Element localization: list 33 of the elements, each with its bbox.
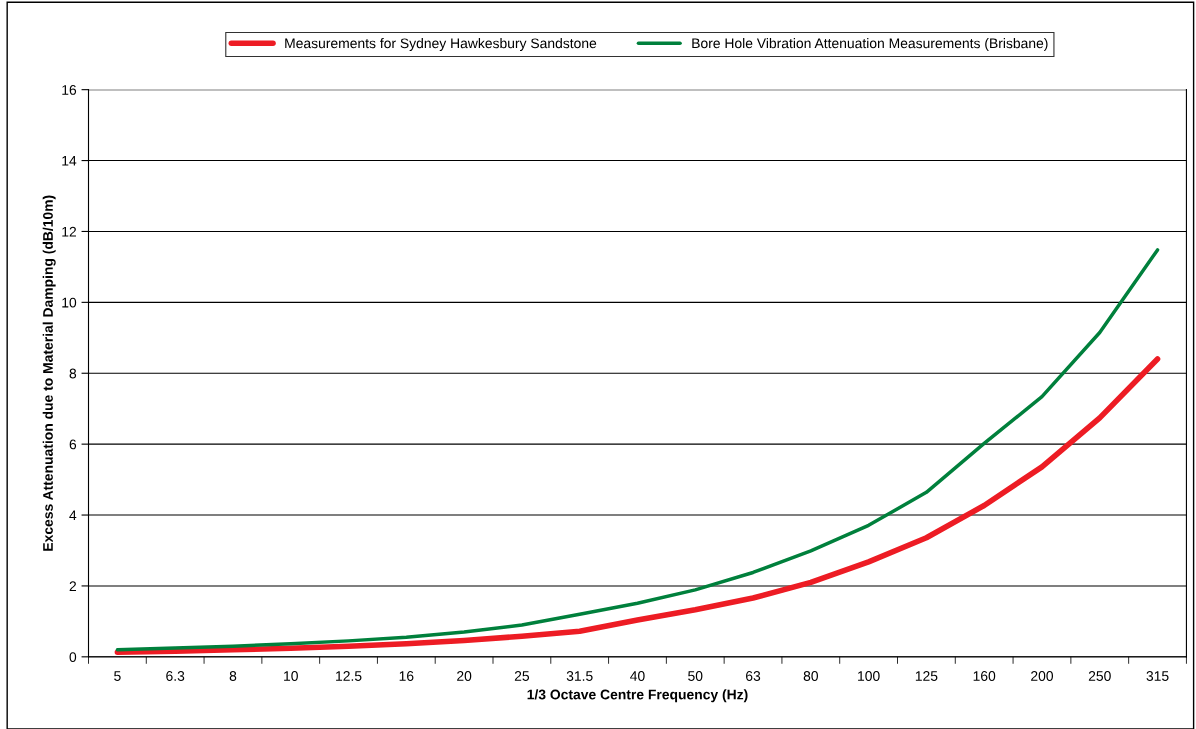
x-tick-label: 315 bbox=[1146, 671, 1169, 681]
x-tick-label: 250 bbox=[1088, 671, 1111, 681]
x-tick-label: 20 bbox=[457, 671, 472, 681]
y-tick-label: 16 bbox=[62, 85, 77, 95]
x-tick-label: 160 bbox=[973, 671, 996, 681]
x-tick-label: 125 bbox=[915, 671, 938, 681]
y-tick-label: 6 bbox=[69, 439, 77, 450]
x-tick-label: 40 bbox=[630, 671, 645, 681]
y-tick-label: 0 bbox=[69, 652, 77, 662]
x-tick-label: 200 bbox=[1031, 671, 1054, 681]
x-tick-label: 16 bbox=[399, 671, 414, 681]
y-tick-label: 8 bbox=[69, 368, 77, 379]
y-tick-label: 14 bbox=[62, 156, 77, 166]
x-tick-label: 100 bbox=[858, 671, 880, 681]
y-tick-label: 4 bbox=[69, 510, 77, 521]
x-tick-label: 63 bbox=[746, 671, 761, 681]
x-tick-label: 31.5 bbox=[566, 671, 593, 681]
y-tick-label: 2 bbox=[69, 581, 76, 591]
x-tick-label: 80 bbox=[803, 671, 819, 681]
x-tick-label: 8 bbox=[229, 671, 237, 681]
y-tick-label: 12 bbox=[62, 226, 76, 237]
y-tick-label: 10 bbox=[62, 297, 77, 308]
x-tick-label: 10 bbox=[284, 671, 298, 681]
y-axis-title: Excess Attenuation due to Material Damping (dB/10m) bbox=[42, 195, 56, 551]
x-tick-label: 25 bbox=[514, 671, 530, 681]
x-tick-label: 5 bbox=[114, 671, 121, 681]
x-tick-label: 12.5 bbox=[336, 671, 362, 681]
x-tick-label: 50 bbox=[688, 671, 703, 681]
x-tick-label: 6.3 bbox=[166, 671, 185, 681]
x-axis-title: 1/3 Octave Centre Frequency (Hz) bbox=[527, 689, 748, 703]
line-series bbox=[115, 248, 1160, 652]
legend-label: Bore Hole Vibration Attenuation Measurements (Brisbane) bbox=[692, 38, 1048, 51]
legend-label: Measurements for Sydney Hawkesbury Sandstone bbox=[285, 38, 597, 51]
